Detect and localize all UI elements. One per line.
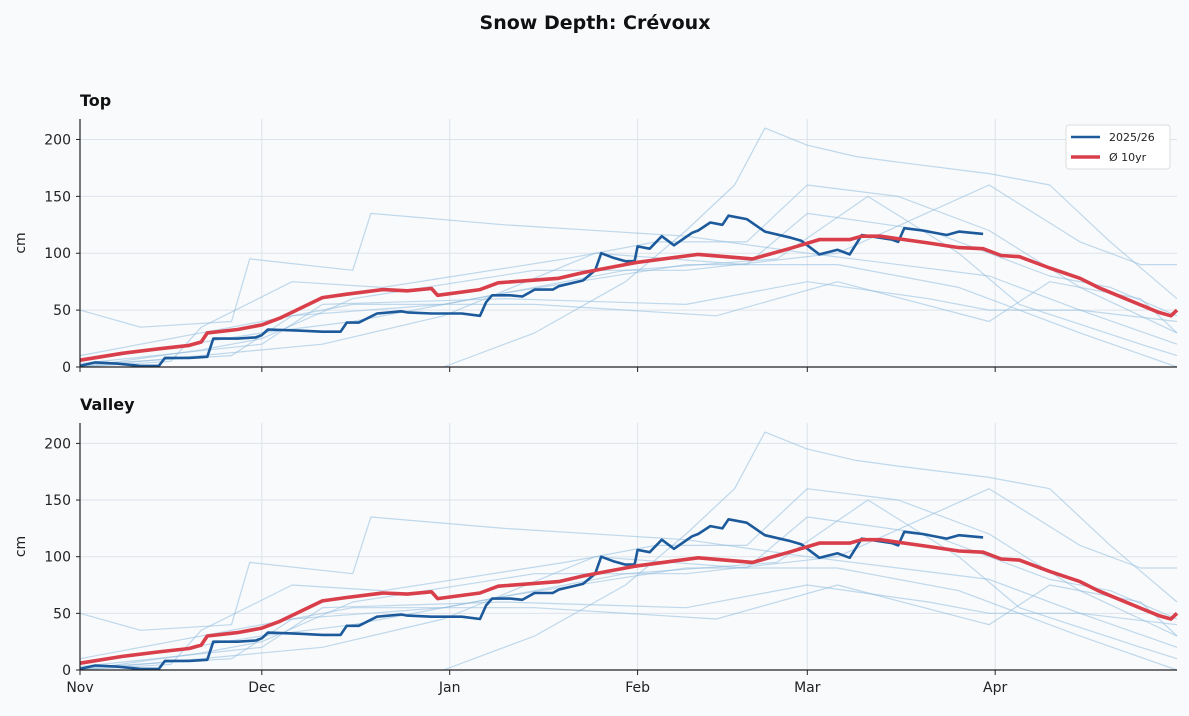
series-line-history <box>79 516 1178 648</box>
series-line-history <box>79 499 1178 669</box>
series-line-history <box>79 212 1178 345</box>
series-line-average <box>79 234 1179 362</box>
panel-title: Valley <box>80 395 135 414</box>
x-tick-label: Apr <box>983 680 1007 696</box>
series-line-history <box>79 584 1178 660</box>
x-tick-label: Dec <box>248 680 275 696</box>
y-tick-label: 100 <box>44 246 71 262</box>
legend-label: Ø 10yr <box>1109 151 1147 164</box>
series-line-history <box>443 431 1178 671</box>
chart-title: Snow Depth: Crévoux <box>480 12 711 34</box>
y-tick-label: 100 <box>44 550 71 566</box>
series-line-current <box>79 214 984 368</box>
series-line-history <box>79 281 1178 357</box>
y-tick-label: 50 <box>53 303 71 319</box>
series-line-current <box>79 517 984 671</box>
series-line-history <box>79 488 1177 671</box>
series-line-history <box>79 516 1178 671</box>
x-tick-label: Jan <box>438 680 461 696</box>
series-line-history <box>79 584 1178 668</box>
legend: 2025/26 Ø 10yr <box>1065 124 1171 170</box>
y-tick-label: 0 <box>62 360 71 376</box>
y-tick-label: 50 <box>53 606 71 622</box>
y-tick-label: 200 <box>44 132 71 148</box>
series-line-average <box>79 537 1179 665</box>
y-tick-label: 200 <box>44 436 71 452</box>
y-tick-label: 0 <box>62 663 71 679</box>
legend-label: 2025/26 <box>1109 131 1155 144</box>
panel-title: Top <box>80 91 111 110</box>
y-tick-label: 150 <box>44 493 71 509</box>
series-line-history <box>79 212 1178 368</box>
series-line-history <box>79 195 1178 366</box>
series-line-history <box>443 127 1178 368</box>
panel-top: 0 50 100 150 200 Top cm 2025/26 Ø 10yr <box>13 91 1179 376</box>
x-tick-label: Nov <box>66 680 93 696</box>
series-line-history <box>79 184 1177 368</box>
x-tick-label: Mar <box>794 680 821 696</box>
y-axis-label: cm <box>13 232 29 253</box>
x-tick-label: Feb <box>625 680 650 696</box>
series-line-history <box>79 281 1178 365</box>
y-axis-label: cm <box>13 536 29 557</box>
y-tick-label: 150 <box>44 189 71 205</box>
panel-valley: 0 50 100 150 200 Nov Dec Jan Feb Mar Apr Valley cm <box>13 395 1179 696</box>
